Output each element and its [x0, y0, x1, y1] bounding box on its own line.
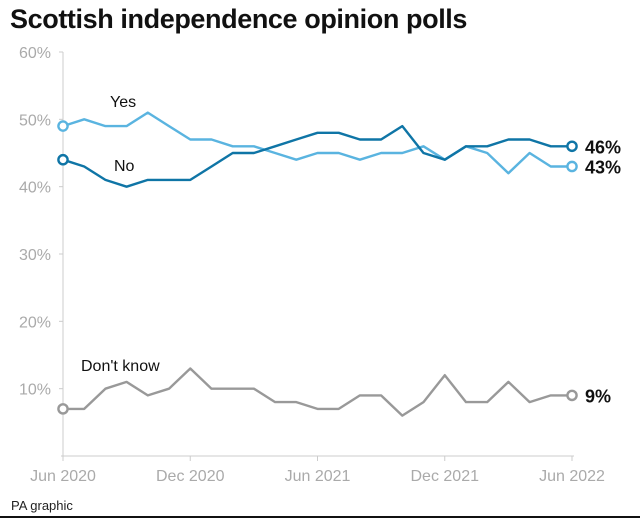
start-marker: [57, 153, 69, 166]
series-name-label: Don't know: [81, 358, 160, 375]
end-value-label: 46%: [585, 137, 621, 157]
y-tick-label: 60%: [19, 45, 51, 62]
x-tick-label: Jun 2022: [539, 468, 605, 485]
y-tick-label: 40%: [19, 180, 51, 197]
end-value-label: 9%: [585, 386, 611, 406]
x-tick-label: Jun 2021: [285, 468, 351, 485]
x-tick-label: Jun 2020: [30, 468, 96, 485]
series-line: [61, 367, 574, 417]
y-tick-label: 20%: [19, 314, 51, 331]
series-name-label: Yes: [110, 94, 136, 111]
end-marker: [566, 160, 578, 173]
start-marker: [57, 403, 69, 415]
series-yes: 43%: [57, 111, 621, 177]
y-tick-label: 10%: [19, 382, 51, 399]
y-tick-label: 50%: [19, 112, 51, 129]
bottom-rule: [0, 516, 640, 518]
x-tick-label: Dec 2021: [411, 468, 480, 485]
x-tick-label: Dec 2020: [156, 468, 225, 485]
source-credit: PA graphic: [11, 498, 73, 513]
series-don-t-know: 9%: [57, 367, 611, 417]
end-marker: [566, 389, 578, 402]
end-value-label: 43%: [585, 157, 621, 177]
series-name-label: No: [114, 158, 135, 175]
start-marker: [57, 120, 69, 132]
y-tick-label: 30%: [19, 247, 51, 264]
chart-title: Scottish independence opinion polls: [10, 4, 468, 34]
series-line: [61, 124, 574, 188]
series-no: 46%: [57, 124, 621, 188]
end-marker: [566, 140, 578, 153]
